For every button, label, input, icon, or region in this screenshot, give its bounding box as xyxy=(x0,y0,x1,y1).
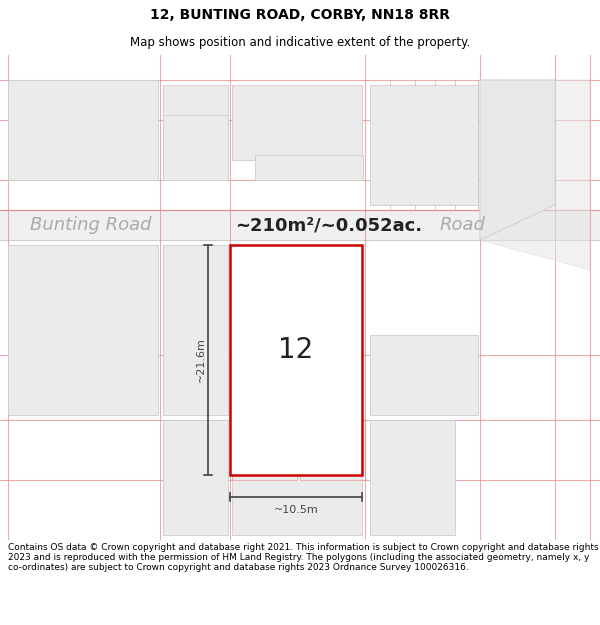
Text: 12: 12 xyxy=(278,336,314,364)
Bar xyxy=(255,155,363,180)
Text: Contains OS data © Crown copyright and database right 2021. This information is : Contains OS data © Crown copyright and d… xyxy=(8,542,598,572)
Bar xyxy=(8,245,158,415)
Polygon shape xyxy=(480,80,555,240)
Bar xyxy=(232,85,362,160)
Bar xyxy=(370,420,455,535)
Bar xyxy=(370,85,478,205)
Bar xyxy=(300,420,365,480)
Bar xyxy=(0,210,600,240)
Bar xyxy=(163,85,228,180)
Text: Bunting Road: Bunting Road xyxy=(30,216,151,234)
Bar xyxy=(232,420,362,535)
Bar xyxy=(163,115,228,180)
Text: Road: Road xyxy=(440,216,486,234)
Text: ~21.6m: ~21.6m xyxy=(196,338,206,382)
Text: Map shows position and indicative extent of the property.: Map shows position and indicative extent… xyxy=(130,36,470,49)
Text: 12, BUNTING ROAD, CORBY, NN18 8RR: 12, BUNTING ROAD, CORBY, NN18 8RR xyxy=(150,8,450,22)
Bar xyxy=(370,335,478,415)
Bar xyxy=(232,245,362,415)
Text: ~10.5m: ~10.5m xyxy=(274,505,319,515)
Bar xyxy=(163,420,228,535)
Polygon shape xyxy=(480,80,590,270)
Bar xyxy=(8,80,158,180)
Text: ~210m²/~0.052ac.: ~210m²/~0.052ac. xyxy=(235,216,422,234)
Bar xyxy=(232,420,297,480)
Bar xyxy=(163,245,228,415)
Bar xyxy=(230,245,362,475)
